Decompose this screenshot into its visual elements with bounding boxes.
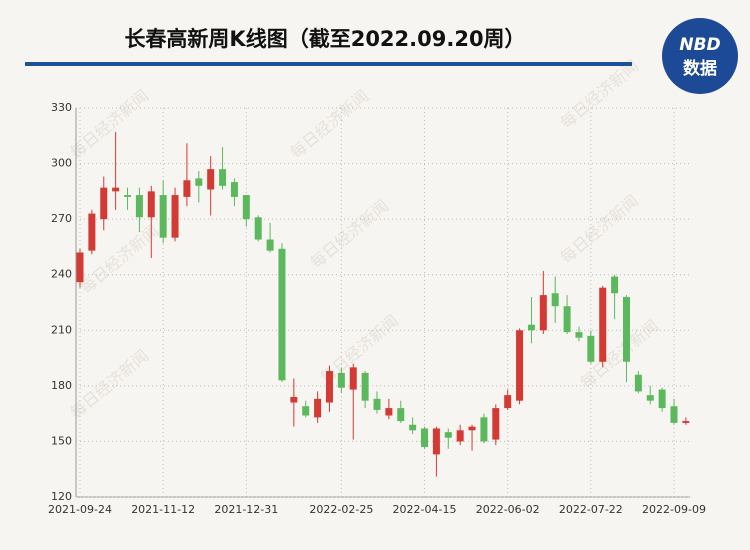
title-rule [25, 62, 632, 66]
candle-body [349, 367, 357, 390]
candle-body [646, 395, 654, 401]
candle-body [480, 417, 488, 442]
candle-body [147, 191, 155, 218]
candle-body [159, 195, 167, 238]
candle-body [539, 295, 547, 331]
x-tick-label: 2021-09-24 [48, 503, 112, 516]
candle-body [397, 408, 405, 422]
y-tick-label: 270 [51, 212, 72, 225]
candle-body [373, 398, 381, 410]
candle-body [195, 178, 203, 186]
candle-body [242, 195, 250, 220]
candle-body [670, 406, 678, 423]
candle-body [76, 252, 84, 283]
candle-body [135, 195, 143, 218]
candle-body [527, 324, 535, 331]
candle-body [444, 432, 452, 438]
logo-text: NBD [679, 35, 720, 55]
y-tick-label: 300 [51, 157, 72, 170]
candle-body [385, 408, 393, 416]
candle-body [290, 396, 298, 403]
candle-body [575, 332, 583, 338]
candle-body [611, 276, 619, 294]
candle-body [100, 187, 108, 220]
chart-title: 长春高新周K线图（截至2022.09.20周） [124, 27, 525, 51]
y-tick-label: 150 [51, 434, 72, 447]
candle-body [421, 428, 429, 447]
candle-body [302, 406, 310, 416]
candle-body [682, 421, 690, 423]
x-tick-label: 2022-07-22 [559, 503, 623, 516]
logo [662, 18, 738, 94]
candle-body [183, 180, 191, 197]
y-tick-label: 180 [51, 379, 72, 392]
x-tick-label: 2022-09-09 [642, 503, 706, 516]
candle-body [88, 213, 96, 251]
candle-body [361, 372, 369, 401]
candle-body [599, 287, 607, 362]
candle-body [563, 306, 571, 333]
x-tick-label: 2022-02-25 [309, 503, 373, 516]
candle-body [409, 424, 417, 431]
candle-body [432, 428, 440, 455]
candle-body [325, 371, 333, 403]
candle-body [337, 372, 345, 388]
candle-body [492, 408, 500, 440]
candle-body [456, 430, 464, 442]
x-tick-label: 2022-04-15 [393, 503, 457, 516]
candle-body [171, 195, 179, 238]
candle-body [622, 296, 630, 362]
y-tick-label: 120 [51, 490, 72, 503]
x-tick-label: 2022-06-02 [476, 503, 540, 516]
x-tick-label: 2021-12-31 [214, 503, 278, 516]
y-tick-label: 330 [51, 101, 72, 114]
candle-body [468, 426, 476, 431]
candle-body [219, 169, 227, 186]
y-tick-label: 240 [51, 268, 72, 281]
candle-body [207, 169, 215, 190]
candle-body [278, 248, 286, 381]
candle-body [230, 182, 238, 197]
candle-body [551, 293, 559, 307]
candle-body [504, 395, 512, 409]
candle-body [587, 335, 595, 362]
candle-body [658, 389, 666, 409]
candle-body [112, 187, 120, 192]
y-tick-label: 210 [51, 323, 72, 336]
candle-body [124, 195, 132, 197]
candle-body [254, 217, 262, 240]
candle-body [314, 398, 322, 418]
candle-body [516, 330, 524, 401]
candle-body [266, 239, 274, 251]
candle-body [634, 374, 642, 392]
logo-text: 数据 [683, 58, 717, 79]
x-tick-label: 2021-11-12 [131, 503, 195, 516]
